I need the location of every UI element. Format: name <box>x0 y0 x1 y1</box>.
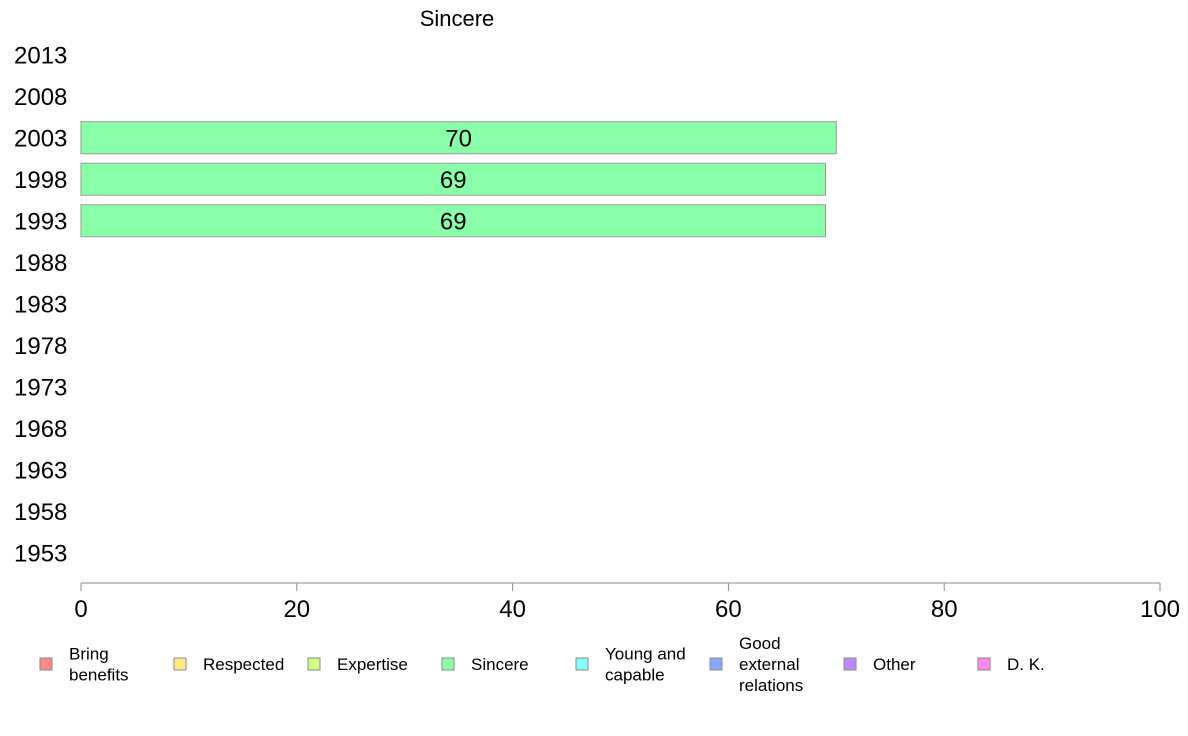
legend-swatch <box>39 657 53 671</box>
bar <box>80 204 827 238</box>
legend-label: Sincere <box>471 655 529 674</box>
legend-label: Other <box>873 655 916 674</box>
bar-value-label: 69 <box>440 167 467 194</box>
x-tick-label: 80 <box>931 596 958 623</box>
legend-label: Young and capable <box>605 645 686 685</box>
legend: Bring benefits Respected Expertise Sincere Yo… <box>39 634 1045 695</box>
legend-item: Expertise <box>307 655 408 674</box>
bar-value-label: 69 <box>440 208 467 235</box>
x-tick-label: 40 <box>499 596 526 623</box>
legend-swatch <box>575 657 589 671</box>
category-label: 1973 <box>14 374 67 401</box>
x-tick-label: 100 <box>1140 596 1180 623</box>
category-label: 1953 <box>14 540 67 567</box>
legend-label: Expertise <box>337 655 408 674</box>
legend-label: Good external relations <box>739 634 803 695</box>
category-label: 1963 <box>14 457 67 484</box>
value-labels: 70 69 69 <box>440 125 472 235</box>
legend-swatch <box>307 657 321 671</box>
legend-item: Good external relations <box>709 634 803 695</box>
bar <box>80 162 827 196</box>
x-tick-label: 60 <box>715 596 742 623</box>
bar-value-label: 70 <box>445 125 472 152</box>
category-label: 2003 <box>14 125 67 152</box>
category-label: 1993 <box>14 208 67 235</box>
category-label: 1983 <box>14 291 67 318</box>
legend-swatch <box>173 657 187 671</box>
legend-item: Sincere <box>441 655 529 674</box>
legend-item: D. K. <box>977 655 1045 674</box>
category-labels: 2013 2008 2003 1998 1993 1988 1983 1978 1973 1968… <box>14 42 67 567</box>
category-label: 1998 <box>14 167 67 194</box>
bars <box>80 121 837 238</box>
category-label: 2013 <box>14 42 67 69</box>
legend-item: Respected <box>173 655 284 674</box>
legend-label: Respected <box>203 655 284 674</box>
legend-swatch <box>977 657 991 671</box>
legend-swatch <box>843 657 857 671</box>
legend-label: D. K. <box>1007 655 1045 674</box>
legend-item: Young and capable <box>575 645 686 685</box>
legend-item: Bring benefits <box>39 645 129 685</box>
category-label: 1988 <box>14 250 67 277</box>
legend-item: Other <box>843 655 916 674</box>
x-tick-label: 0 <box>74 596 87 623</box>
category-label: 2008 <box>14 84 67 111</box>
chart-title: Sincere <box>420 6 495 31</box>
category-label: 1978 <box>14 333 67 360</box>
legend-swatch <box>441 657 455 671</box>
bar <box>80 121 837 155</box>
category-label: 1968 <box>14 416 67 443</box>
category-label: 1958 <box>14 499 67 526</box>
x-axis: 0 20 40 60 80 100 <box>74 582 1180 623</box>
legend-swatch <box>709 657 723 671</box>
x-tick-label: 20 <box>283 596 310 623</box>
legend-label: Bring benefits <box>69 645 129 685</box>
